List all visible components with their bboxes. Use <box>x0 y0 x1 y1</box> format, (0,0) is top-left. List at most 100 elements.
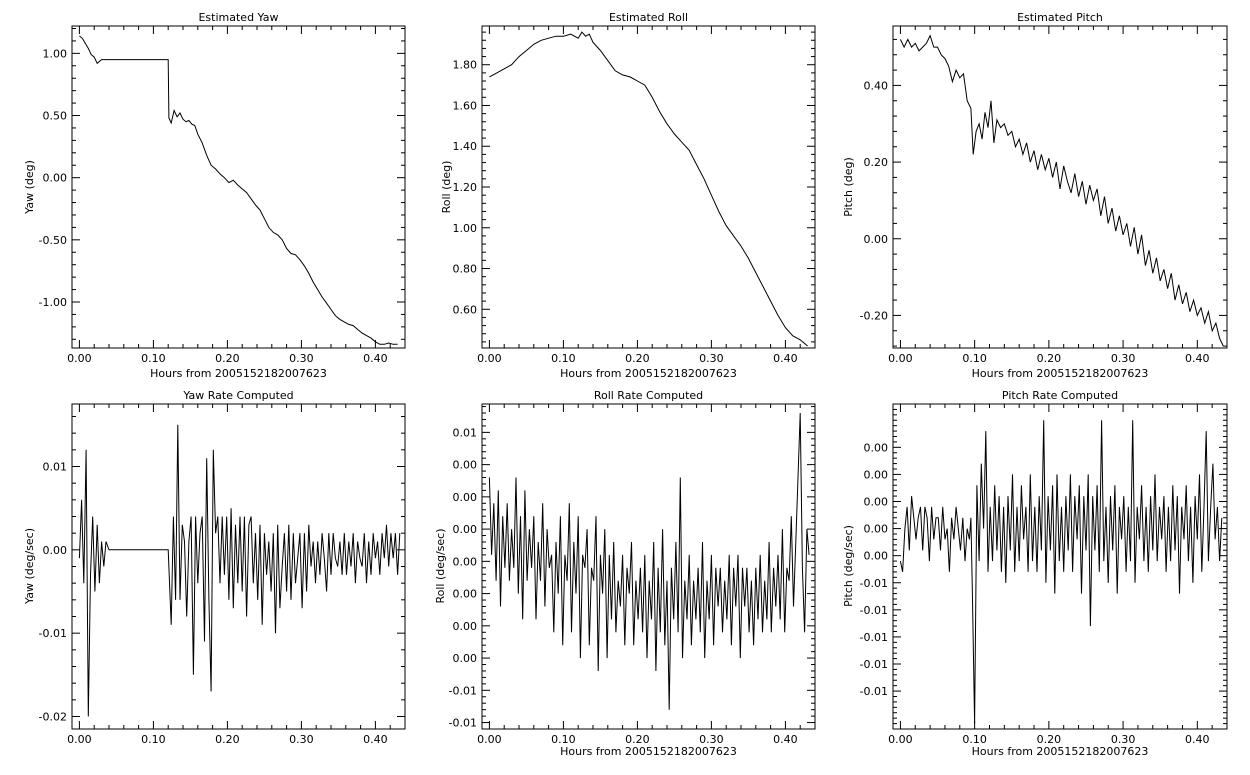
y-tick-label: 0.50 <box>43 110 68 123</box>
y-axis-label: Yaw (deg/sec) <box>23 528 36 605</box>
chart-title: Pitch Rate Computed <box>1002 389 1118 402</box>
x-axis-label: Hours from 2005152182007623 <box>972 745 1149 758</box>
y-tick-label: 0.00 <box>453 523 478 536</box>
y-tick-label: 0.00 <box>453 652 478 665</box>
y-tick-label: -0.01 <box>860 631 888 644</box>
panel-estimated-pitch: Estimated Pitch Hours from 2005152182007… <box>842 11 1228 380</box>
x-tick-label: 0.00 <box>477 733 502 746</box>
x-tick-label: 0.10 <box>962 352 987 365</box>
plot-frame <box>481 403 816 730</box>
chart-title: Estimated Roll <box>609 11 688 24</box>
panel-estimated-roll: Estimated Roll Hours from 20051521820076… <box>440 11 816 380</box>
y-tick-label: 0.20 <box>864 156 889 169</box>
series-line <box>899 34 1224 347</box>
x-tick-label: 0.40 <box>1185 733 1210 746</box>
y-tick-label: -0.01 <box>860 685 888 698</box>
chart-title: Roll Rate Computed <box>594 389 703 402</box>
y-tick-label: 1.00 <box>43 47 68 60</box>
x-tick-label: 0.30 <box>699 733 724 746</box>
y-tick-label: 0.00 <box>864 233 889 246</box>
panel-roll-rate: Roll Rate Computed Hours from 2005152182… <box>434 389 816 758</box>
x-tick-label: 0.30 <box>289 352 314 365</box>
y-tick-label: 0.00 <box>864 496 889 509</box>
y-tick-label: -0.01 <box>860 604 888 617</box>
y-tick-label: 1.40 <box>453 140 478 153</box>
y-tick-label: 0.00 <box>864 468 889 481</box>
x-tick-label: 0.10 <box>962 733 987 746</box>
x-tick-label: 0.30 <box>699 352 724 365</box>
y-tick-label: -0.01 <box>860 577 888 590</box>
y-tick-label: 0.00 <box>453 555 478 568</box>
x-tick-label: 0.40 <box>1185 352 1210 365</box>
x-tick-label: 0.00 <box>67 733 92 746</box>
x-tick-label: 0.20 <box>1037 352 1062 365</box>
x-tick-label: 0.40 <box>773 733 798 746</box>
y-tick-label: 0.00 <box>864 441 889 454</box>
y-axis-label: Pitch (deg/sec) <box>842 525 855 607</box>
plot-frame <box>71 25 406 349</box>
x-tick-label: 0.20 <box>215 352 240 365</box>
x-tick-label: 0.20 <box>625 733 650 746</box>
y-tick-label: 1.80 <box>453 59 478 72</box>
y-tick-label: 0.00 <box>453 620 478 633</box>
series-line <box>489 31 808 347</box>
series-line <box>79 35 398 345</box>
series-line <box>488 412 810 710</box>
y-axis-label: Yaw (deg) <box>23 160 36 215</box>
x-axis-label: Hours from 2005152182007623 <box>560 367 737 380</box>
y-tick-label: 0.00 <box>453 588 478 601</box>
y-tick-label: -0.01 <box>39 627 67 640</box>
y-tick-label: -0.01 <box>449 717 477 730</box>
y-tick-label: -0.01 <box>449 684 477 697</box>
x-tick-label: 0.00 <box>888 733 913 746</box>
x-tick-label: 0.20 <box>215 733 240 746</box>
panel-yaw-rate: Yaw Rate Computed Yaw (deg/sec) 0.00 0.10… <box>23 389 406 746</box>
x-tick-label: 0.10 <box>141 733 166 746</box>
x-tick-label: 0.20 <box>1037 733 1062 746</box>
x-tick-label: 0.40 <box>773 352 798 365</box>
y-tick-label: 0.60 <box>453 303 478 316</box>
y-tick-label: 0.00 <box>43 544 68 557</box>
x-axis-label: Hours from 2005152182007623 <box>972 367 1149 380</box>
x-tick-label: 0.30 <box>1111 733 1136 746</box>
panel-estimated-yaw: Estimated Yaw Hours from 200515218200762… <box>23 11 406 380</box>
series-line <box>78 424 401 717</box>
y-tick-label: -0.01 <box>860 658 888 671</box>
y-tick-label: 0.00 <box>864 550 889 563</box>
chart-title: Estimated Pitch <box>1017 11 1103 24</box>
y-tick-label: 1.00 <box>453 222 478 235</box>
y-axis-label: Pitch (deg) <box>842 157 855 217</box>
x-tick-label: 0.00 <box>888 352 913 365</box>
y-tick-label: -1.00 <box>39 296 67 309</box>
plot-frame <box>892 25 1228 349</box>
y-tick-label: 0.01 <box>453 426 478 439</box>
x-tick-label: 0.00 <box>477 352 502 365</box>
x-axis-label: Hours from 2005152182007623 <box>150 367 327 380</box>
y-tick-label: 0.00 <box>453 459 478 472</box>
y-tick-label: 0.40 <box>864 79 889 92</box>
y-tick-label: -0.50 <box>39 234 67 247</box>
x-tick-label: 0.20 <box>625 352 650 365</box>
y-tick-label: 0.01 <box>43 461 68 474</box>
x-axis-label: Hours from 2005152182007623 <box>560 745 737 758</box>
y-tick-label: 0.80 <box>453 263 478 276</box>
y-axis-label: Roll (deg/sec) <box>434 528 447 603</box>
chart-title: Estimated Yaw <box>198 11 278 24</box>
y-tick-label: 1.60 <box>453 99 478 112</box>
y-axis-label: Roll (deg) <box>440 161 453 214</box>
y-tick-label: -0.20 <box>860 309 888 322</box>
x-tick-label: 0.10 <box>551 352 576 365</box>
x-tick-label: 0.40 <box>363 352 388 365</box>
x-tick-label: 0.40 <box>363 733 388 746</box>
y-tick-label: 0.00 <box>864 523 889 536</box>
series-line <box>899 420 1223 724</box>
x-tick-label: 0.10 <box>551 733 576 746</box>
x-tick-label: 0.30 <box>1111 352 1136 365</box>
x-tick-label: 0.00 <box>67 352 92 365</box>
y-tick-label: -0.02 <box>39 711 67 724</box>
y-tick-label: 0.00 <box>43 172 68 185</box>
panel-pitch-rate: Pitch Rate Computed Hours from 200515218… <box>842 389 1228 758</box>
x-tick-label: 0.30 <box>289 733 314 746</box>
